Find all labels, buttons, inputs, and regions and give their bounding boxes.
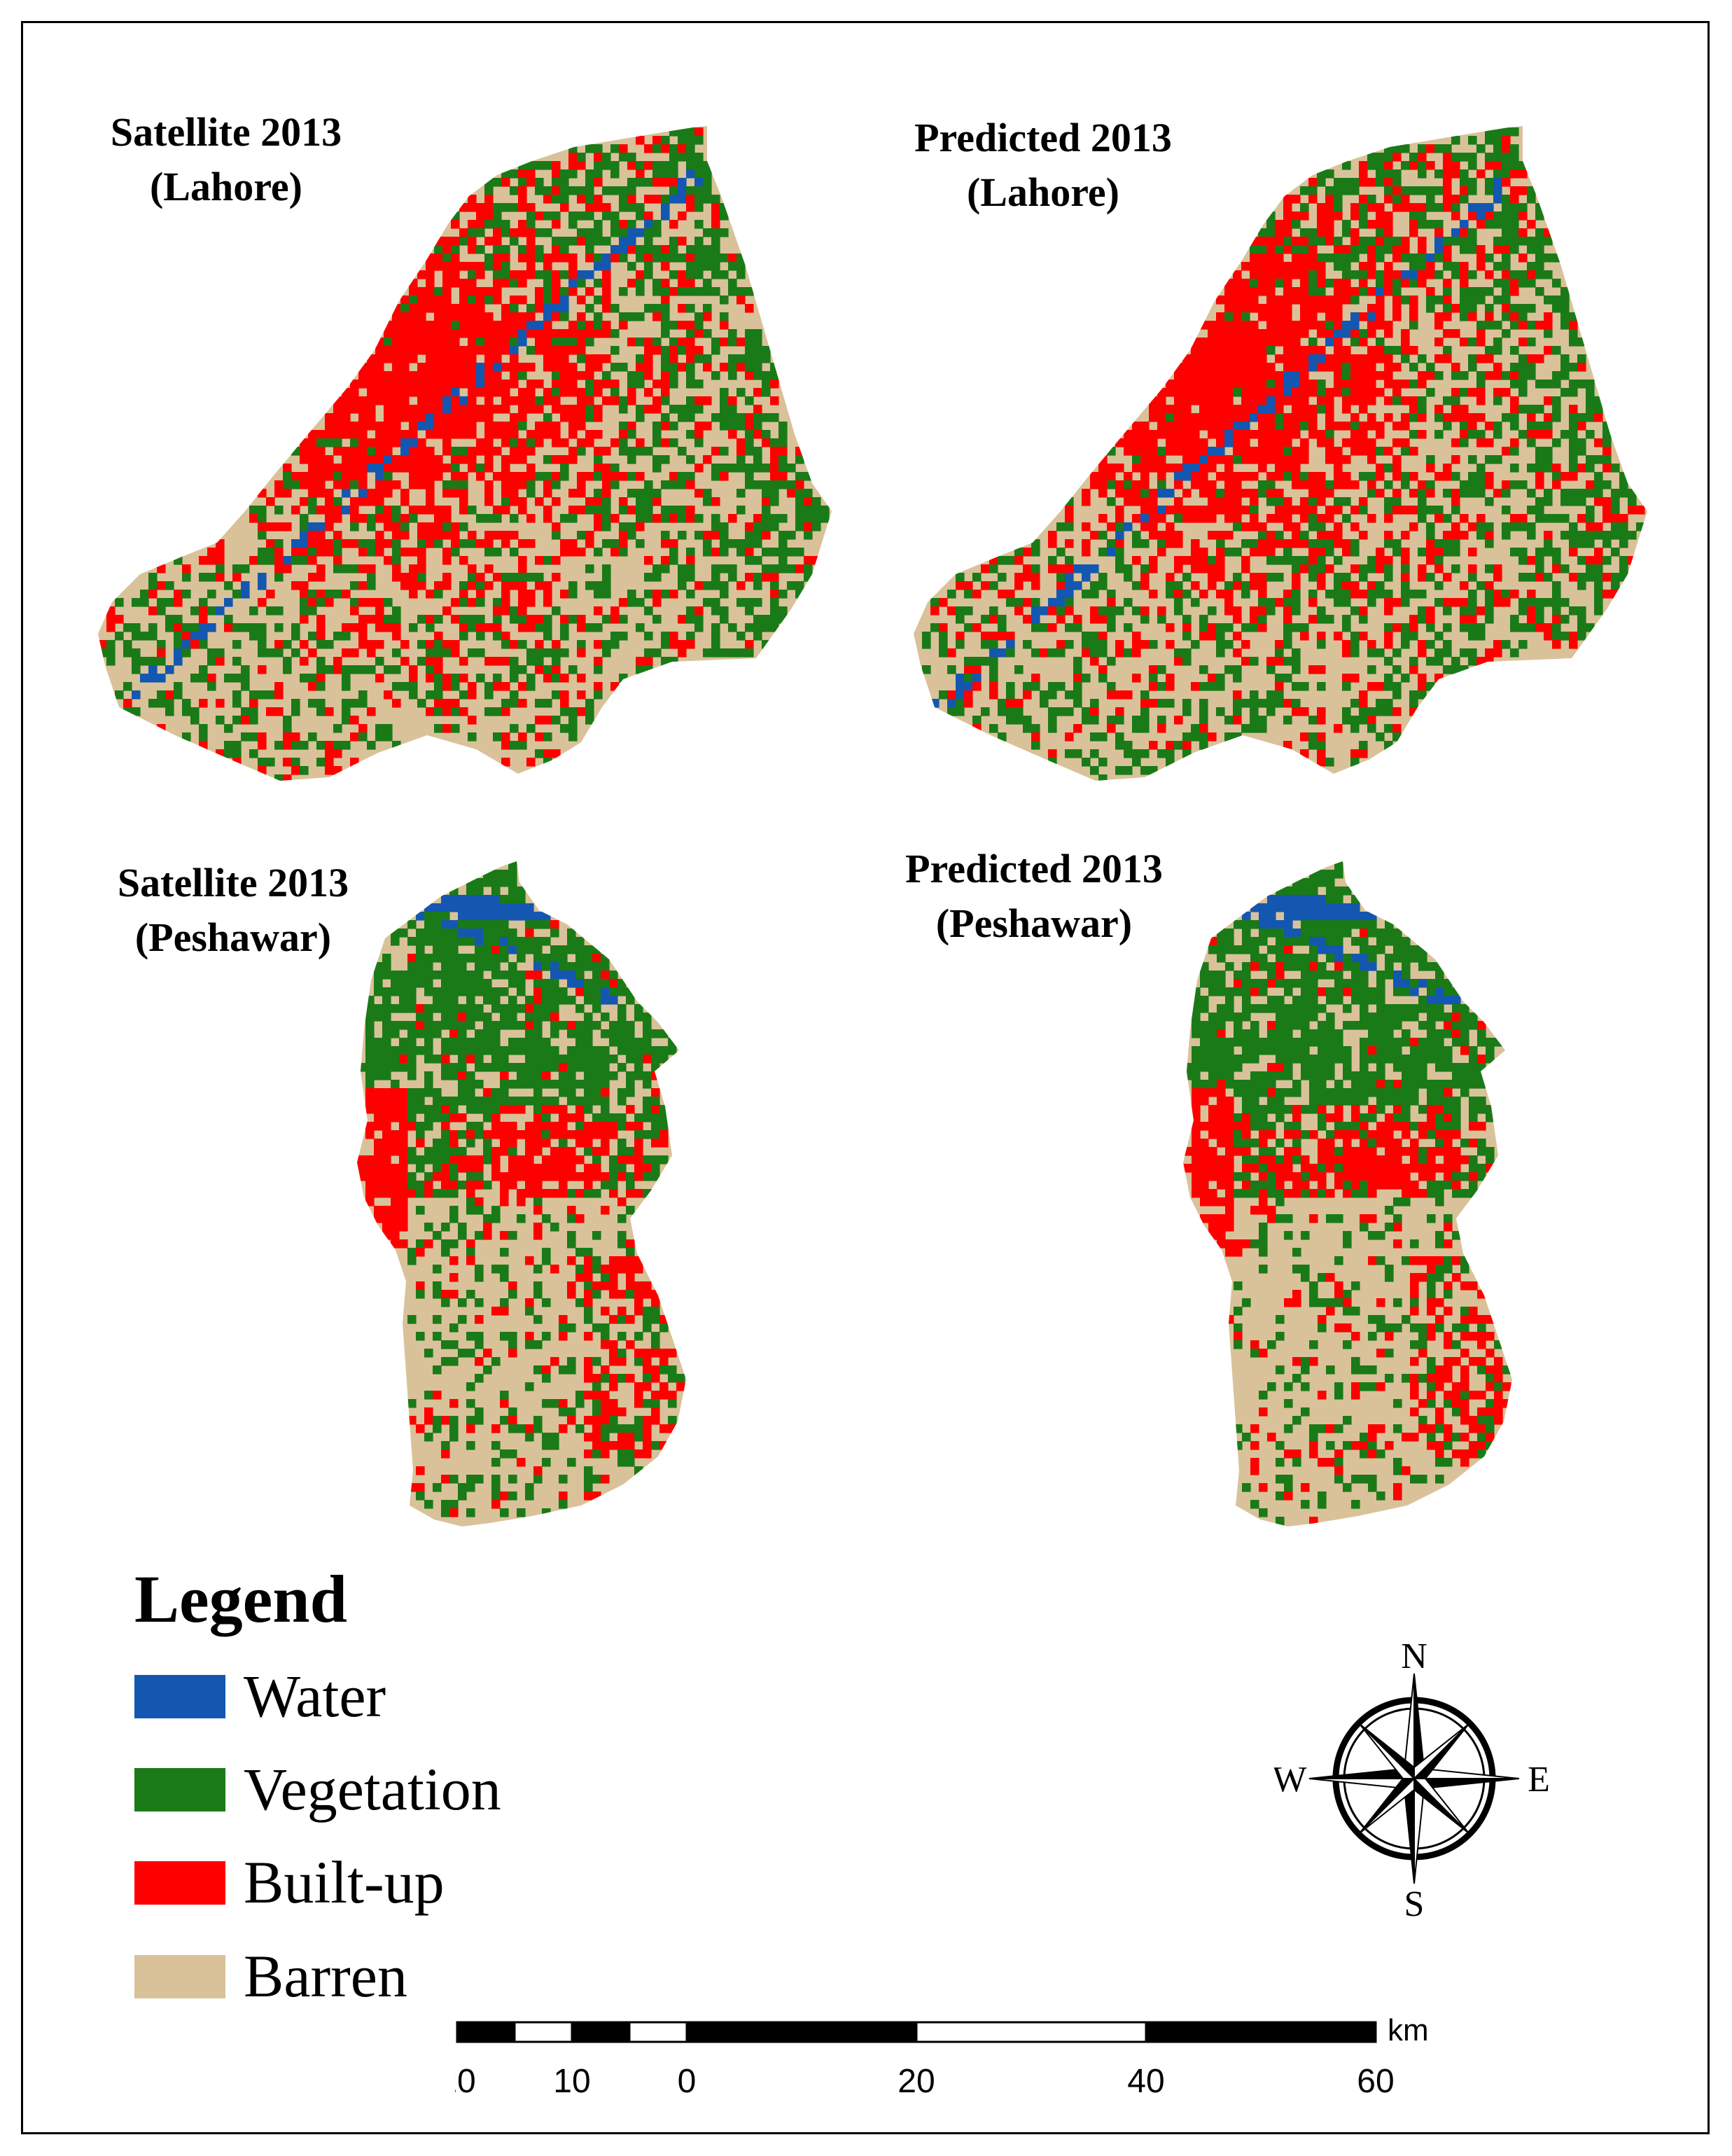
compass-s-label: S (1404, 1884, 1425, 1919)
land-cover-cells (98, 127, 830, 781)
compass-w-label: W (1274, 1760, 1307, 1800)
legend-label-built-up: Built-up (244, 1849, 445, 1916)
compass-e-label: E (1528, 1760, 1550, 1800)
legend-swatch-built-up (134, 1861, 225, 1905)
panel-title-satellite-lahore: Satellite 2013 (Lahore) (110, 109, 342, 209)
scale-bar: km 20 10 0 20 40 60 (455, 2017, 1429, 2100)
legend-swatch-barren (134, 1955, 225, 1998)
legend-label-water: Water (244, 1662, 386, 1730)
north-arrow-compass-icon: N S E W (1274, 1639, 1550, 1919)
scale-tick-label: 40 (1127, 2063, 1164, 2100)
scale-tick-label: 0 (678, 2063, 697, 2100)
peshawar-satellite-map (357, 861, 686, 1526)
legend-swatch-water (134, 1675, 225, 1718)
compass-star (1308, 1673, 1520, 1884)
legend-label-barren: Barren (244, 1942, 407, 2010)
land-cover-cells (357, 861, 685, 1517)
panel-title-satellite-peshawar: Satellite 2013 (Peshawar) (117, 860, 349, 960)
scale-tick-label: 10 (553, 2063, 590, 2100)
compass-n-label: N (1401, 1639, 1427, 1676)
scale-tick-label: 60 (1357, 2063, 1394, 2100)
legend-swatch-vegetation (134, 1768, 225, 1811)
lahore-satellite-map (98, 126, 832, 781)
scale-tick-label: 20 (455, 2063, 476, 2100)
panel-title-predicted-peshawar: Predicted 2013 (Peshawar) (905, 846, 1163, 946)
peshawar-predicted-map (1183, 861, 1512, 1526)
panel-title-predicted-lahore: Predicted 2013 (Lahore) (914, 115, 1172, 215)
legend-title: Legend (134, 1562, 348, 1636)
lahore-predicted-map (914, 126, 1647, 781)
legend-label-vegetation: Vegetation (244, 1755, 501, 1823)
scale-bar-segments (456, 2021, 1377, 2043)
scale-unit-label: km (1388, 2017, 1429, 2047)
land-cover-cells (922, 127, 1645, 781)
scale-tick-label: 20 (898, 2063, 935, 2100)
land-cover-cells (1183, 861, 1511, 1526)
